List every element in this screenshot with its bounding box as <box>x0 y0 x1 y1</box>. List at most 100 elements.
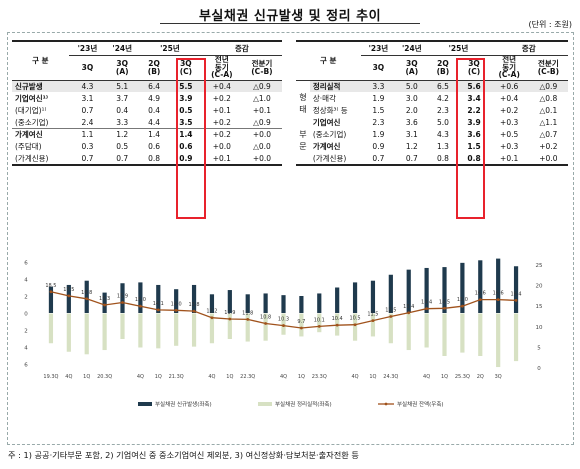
new-bar <box>370 280 376 313</box>
row-value: 2.3 <box>436 105 449 115</box>
row-value: +0.3 <box>500 117 519 127</box>
row-value: 0.8 <box>458 153 490 167</box>
balance-point <box>353 323 357 327</box>
row-value: 0.7 <box>106 153 139 167</box>
balance-label: 11.9 <box>224 310 235 316</box>
table-row: 태 정상화³⁾ 등 1.5 2.0 2.3 2.2 +0.2 △0.1 <box>296 104 568 116</box>
row-value: 3.9 <box>467 117 481 127</box>
x-axis-tick: 20.3Q <box>97 374 112 380</box>
row-value: 3.6 <box>467 130 481 140</box>
balance-label: 9.7 <box>297 319 305 325</box>
row-value: 3.0 <box>405 93 418 103</box>
balance-label: 17.5 <box>63 287 74 293</box>
new-bar <box>352 282 358 313</box>
row-value: 0.7 <box>360 153 397 167</box>
header-category: 구 분 <box>12 40 69 81</box>
balance-label: 16.4 <box>510 291 521 297</box>
balance-label: 10.1 <box>314 317 325 323</box>
left-axis-tick: 2 <box>24 295 28 301</box>
row-label: 정리실적 <box>309 80 361 93</box>
balance-label: 16.6 <box>475 291 486 297</box>
right-axis-tick: 10 <box>536 325 543 331</box>
new-bar <box>442 267 447 313</box>
x-axis-tick: 1Q <box>369 374 376 380</box>
row-value: +0.2 <box>201 128 242 141</box>
row-value: 0.9 <box>169 153 202 167</box>
x-axis-tick: 22.3Q <box>240 374 255 380</box>
balance-label: 12.5 <box>385 308 396 314</box>
row-label: (가계신용) <box>12 153 69 167</box>
table-row: 기업여신¹⁾ 3.1 3.7 4.9 3.9 +0.2 △1.0 <box>12 92 282 104</box>
content-frame <box>7 32 574 445</box>
resolved-bar <box>245 313 250 342</box>
row-value: +0.1 <box>212 105 231 115</box>
balance-label: 14.0 <box>171 301 182 307</box>
row-value: 2.3 <box>372 117 385 127</box>
resolved-bar <box>84 313 89 355</box>
header-3q-a: 3Q (A) <box>396 55 428 81</box>
row-value: 5.5 <box>169 80 202 93</box>
header-qoq: 전분기 (C-B) <box>241 55 282 81</box>
balance-label: 15.3 <box>99 296 110 302</box>
x-axis-tick: 3Q <box>495 374 502 380</box>
new-bar <box>120 283 125 313</box>
balance-point <box>67 294 71 298</box>
header-year-23: '23년 <box>360 40 397 56</box>
row-value: 0.7 <box>68 153 107 167</box>
balance-point <box>138 304 142 308</box>
x-axis-tick: 1Q <box>441 374 448 380</box>
resolved-bar <box>263 313 268 341</box>
new-bar <box>478 260 483 313</box>
row-value: 1.2 <box>106 128 139 141</box>
row-value: 3.3 <box>360 80 397 93</box>
row-label: (가계신용) <box>309 153 361 167</box>
legend-resolved-label: 부실채권 정리실적(좌축) <box>275 400 332 408</box>
row-value: 5.0 <box>396 80 428 93</box>
resolved-bar <box>317 313 322 333</box>
x-axis-tick: 4Q <box>423 374 430 380</box>
unit-label: (단위 : 조원) <box>528 20 572 29</box>
balance-point <box>121 301 124 304</box>
table-row: 형 상·매각 1.9 3.0 4.2 3.4 +0.4 △0.8 <box>296 92 568 104</box>
row-value: △0.1 <box>539 105 558 115</box>
right-axis-tick: 5 <box>537 345 541 351</box>
table-row: 정리실적 3.3 5.0 6.5 5.6 +0.6 △0.9 <box>296 80 568 93</box>
row-value: 1.2 <box>405 142 418 152</box>
new-bar <box>335 287 340 313</box>
right-axis-tick: 15 <box>536 304 543 310</box>
row-value: +0.1 <box>201 153 242 167</box>
right-axis-tick: 20 <box>536 284 543 290</box>
row-value: 0.7 <box>396 153 428 167</box>
balance-point <box>103 303 107 307</box>
row-value: +0.0 <box>212 142 231 152</box>
x-axis-tick: 4Q <box>65 374 72 380</box>
row-label: (중소기업) <box>15 117 49 127</box>
balance-point <box>478 298 482 302</box>
resolved-bar <box>406 313 411 351</box>
balance-label: 14.5 <box>439 299 450 305</box>
balance-point <box>228 317 232 321</box>
balance-point <box>174 308 178 312</box>
resolved-bar <box>370 313 376 337</box>
row-value: 1.1 <box>68 128 107 141</box>
new-bar <box>84 280 89 313</box>
new-npl-table: 구 분 '23년 '24년 '25년 증감 3Q 3Q (A) 2Q (B) 3Q (C) 전년 동기 (C… <box>12 40 282 167</box>
row-value: 3.3 <box>116 117 129 127</box>
resolved-bar <box>460 313 465 353</box>
new-bar <box>48 286 54 313</box>
x-axis-tick: 25.3Q <box>455 374 470 380</box>
left-axis-tick: 2 <box>24 329 28 335</box>
new-bar <box>388 274 393 313</box>
header-yoy: 전년 동기 (C-A) <box>201 55 242 81</box>
balance-label: 15.0 <box>135 297 146 303</box>
header-category: 구 분 <box>296 40 361 81</box>
table-row: (주담대) 0.3 0.5 0.6 0.6 +0.0 △0.0 <box>12 141 282 153</box>
balance-point <box>192 309 196 313</box>
new-bar <box>406 269 411 313</box>
x-axis-tick: 1Q <box>298 374 305 380</box>
row-value: 0.6 <box>148 142 161 152</box>
new-bar <box>209 294 215 313</box>
balance-point <box>425 307 429 311</box>
row-value: +0.5 <box>500 130 519 140</box>
